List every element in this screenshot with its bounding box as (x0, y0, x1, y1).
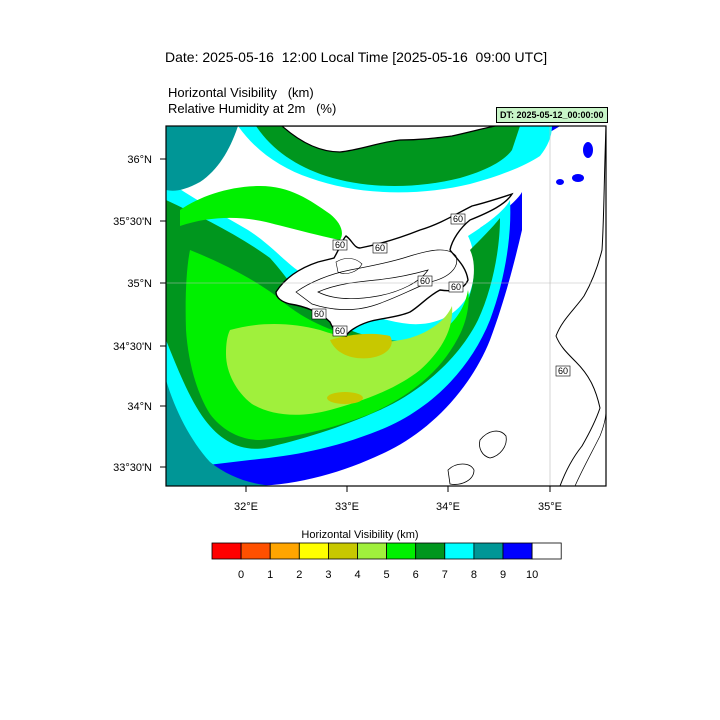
legend-swatch (211, 542, 242, 560)
legend-swatch (444, 542, 475, 560)
legend-swatch (327, 542, 358, 560)
visibility-band-4km-south (327, 392, 363, 404)
legend-color-bar (211, 542, 562, 560)
lat-axis: 36°N 35°30'N 35°N 34°30'N 34°N 33°30'N (113, 154, 166, 474)
lon-tick-label: 32°E (234, 501, 258, 513)
contour-label: 60 (335, 326, 345, 336)
humidity-contour (295, 249, 458, 310)
lon-tick-label: 34°E (436, 501, 460, 513)
legend-tick-label: 7 (441, 569, 448, 581)
turkey-land (281, 126, 496, 153)
legend-swatch (473, 542, 504, 560)
visibility-cell (556, 179, 564, 185)
visibility-cell (583, 142, 593, 158)
legend-tick-label: 10 (525, 569, 539, 581)
contour-label: 60 (558, 366, 568, 376)
lon-tick-label: 35°E (538, 501, 562, 513)
legend-tick-label: 3 (325, 569, 332, 581)
visibility-band-6km-north (180, 186, 342, 240)
legend-tick-label: 5 (383, 569, 390, 581)
date-title: Date: 2025-05-16 12:00 Local Time [2025-… (165, 49, 548, 65)
legend-tick-label: 9 (499, 569, 507, 581)
lat-tick-label: 36°N (127, 154, 152, 166)
legend-tick-label: 4 (354, 569, 361, 581)
humidity-contour-blob (479, 430, 507, 459)
map-frame (165, 125, 607, 487)
humidity-contour (317, 269, 429, 299)
legend-tick-label: 0 (238, 569, 245, 581)
model-init-badge: DT: 2025-05-12_00:00:00 (496, 107, 608, 123)
legend-swatch (357, 542, 388, 560)
legend-swatch (240, 542, 271, 560)
visibility-band-teal (166, 380, 280, 486)
lon-axis: 32°E 33°E 34°E 35°E (234, 486, 562, 513)
legend-tick-label: 8 (470, 569, 477, 581)
contour-label: 60 (375, 243, 385, 253)
contour-labels: 60 60 60 60 60 60 60 60 (311, 213, 571, 377)
visibility-band-5km (226, 306, 453, 415)
visibility-band-4km (330, 333, 392, 359)
contour-label: 60 (451, 282, 461, 292)
legend-tick-label: 6 (412, 569, 419, 581)
humidity-contour (335, 258, 363, 274)
contour-label: 60 (420, 276, 430, 286)
visibility-field (166, 126, 606, 486)
legend-swatch (269, 542, 300, 560)
lon-tick-label: 33°E (335, 501, 359, 513)
legend-swatch (415, 542, 446, 560)
lat-tick-label: 33°30'N (113, 462, 152, 474)
legend-swatch (386, 542, 417, 560)
lat-tick-label: 34°N (127, 401, 152, 413)
legend-tick-label: 2 (296, 569, 303, 581)
legend-swatch (298, 542, 329, 560)
variable-title-visibility: Horizontal Visibility (km) (168, 85, 314, 100)
contour-label: 60 (453, 214, 463, 224)
contour-label: 60 (335, 240, 345, 250)
legend-title: Horizontal Visibility (km) (301, 529, 419, 541)
legend-tick-label: 1 (267, 569, 274, 581)
levant-land (555, 126, 606, 486)
contour-label: 60 (314, 309, 324, 319)
visibility-cell (572, 174, 584, 182)
variable-title-humidity: Relative Humidity at 2m (%) (168, 101, 337, 116)
lat-tick-label: 35°N (127, 278, 152, 290)
humidity-contour-blob (447, 463, 475, 485)
lat-tick-label: 34°30'N (113, 341, 152, 353)
legend-swatch (502, 542, 533, 560)
visibility-band-teal-west (166, 126, 238, 191)
legend-swatch (531, 542, 562, 560)
lat-tick-label: 35°30'N (113, 216, 152, 228)
